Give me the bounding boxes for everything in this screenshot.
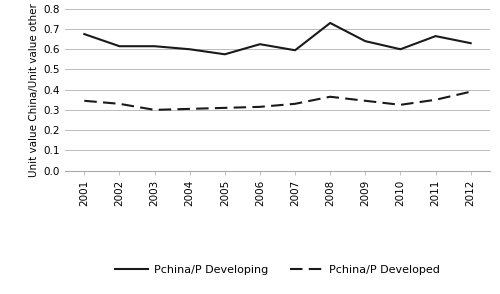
Pchina/P Developing <box>398 48 404 51</box>
Pchina/P Developing <box>362 39 368 43</box>
Pchina/P Developing <box>468 41 473 45</box>
Pchina/P Developed <box>116 102 122 106</box>
Pchina/P Developed <box>186 107 192 111</box>
Pchina/P Developed <box>362 99 368 103</box>
Pchina/P Developed <box>82 99 87 103</box>
Pchina/P Developed <box>257 105 263 108</box>
Pchina/P Developed <box>152 108 158 112</box>
Pchina/P Developing <box>82 32 87 36</box>
Pchina/P Developing <box>292 49 298 52</box>
Pchina/P Developed <box>398 103 404 107</box>
Pchina/P Developing <box>257 42 263 46</box>
Pchina/P Developed <box>327 95 333 98</box>
Y-axis label: Unit value China/Unit value other: Unit value China/Unit value other <box>30 3 40 177</box>
Legend: Pchina/P Developing, Pchina/P Developed: Pchina/P Developing, Pchina/P Developed <box>110 260 444 279</box>
Line: Pchina/P Developed: Pchina/P Developed <box>84 92 470 110</box>
Pchina/P Developing <box>222 53 228 56</box>
Pchina/P Developing <box>186 48 192 51</box>
Line: Pchina/P Developing: Pchina/P Developing <box>84 23 470 54</box>
Pchina/P Developed <box>432 98 438 101</box>
Pchina/P Developed <box>468 90 473 93</box>
Pchina/P Developed <box>292 102 298 106</box>
Pchina/P Developed <box>222 106 228 110</box>
Pchina/P Developing <box>116 44 122 48</box>
Pchina/P Developing <box>432 34 438 38</box>
Pchina/P Developing <box>327 21 333 25</box>
Pchina/P Developing <box>152 44 158 48</box>
